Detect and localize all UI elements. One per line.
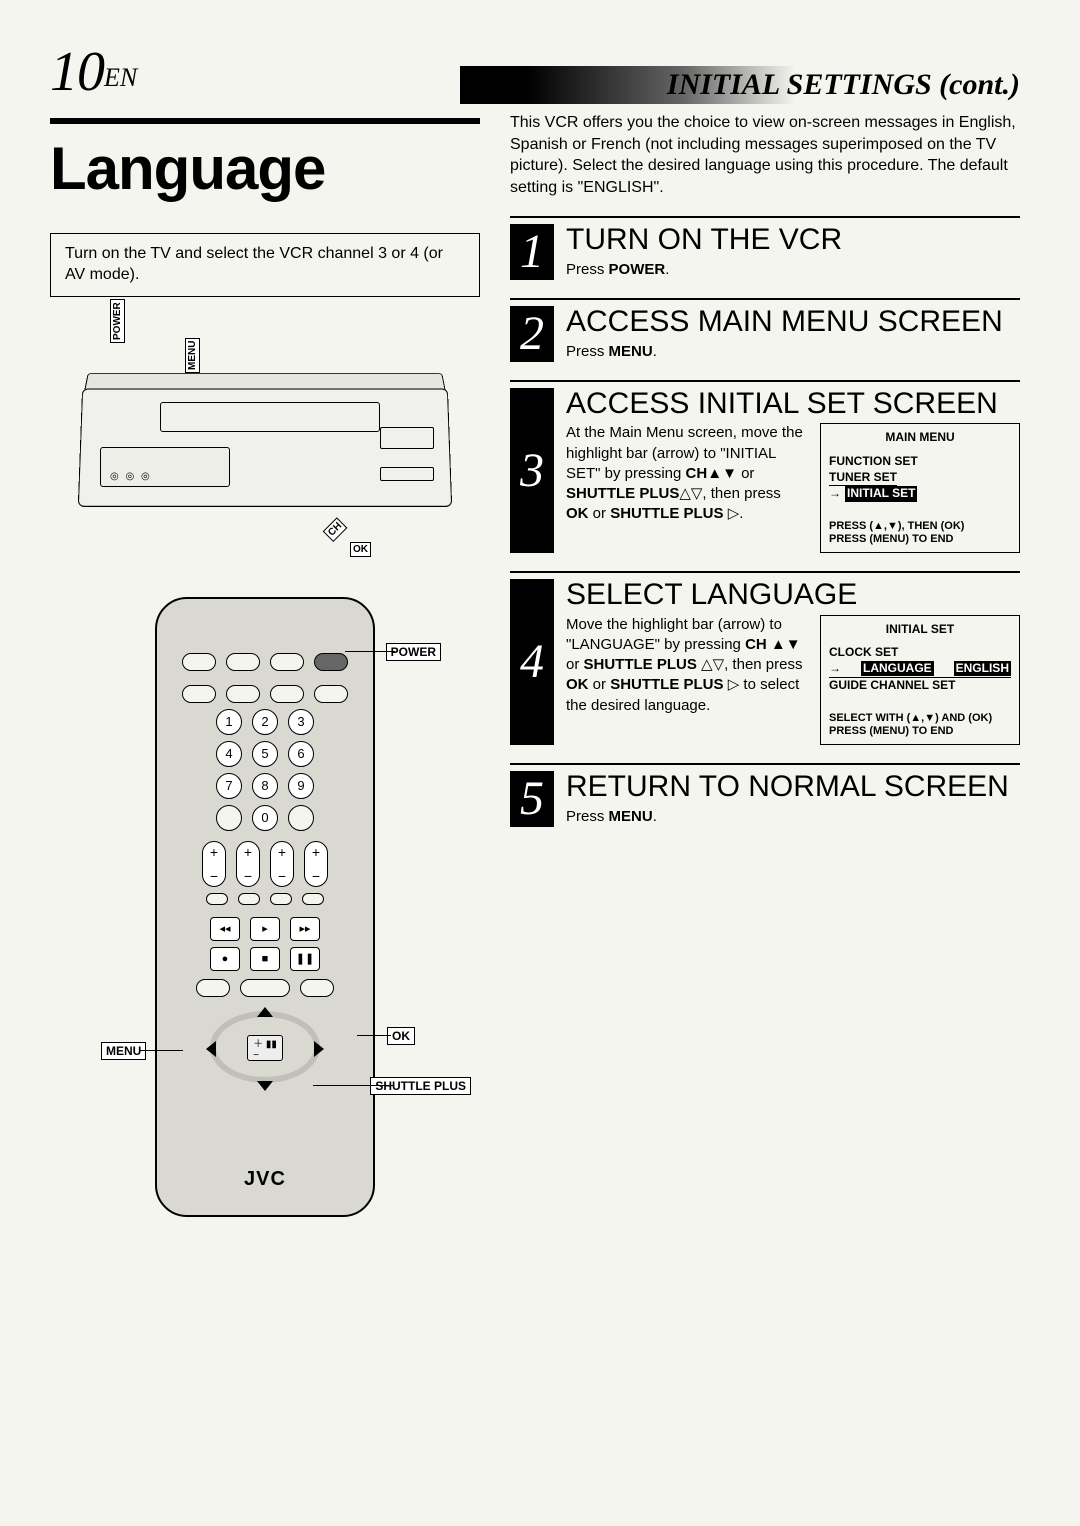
right-column: This VCR offers you the choice to view o…	[510, 112, 1020, 1217]
numpad-key-8: 8	[252, 773, 278, 799]
page-lang: EN	[104, 63, 137, 92]
step-1: 1 TURN ON THE VCR Press POWER.	[510, 216, 1020, 280]
remote-shuttle-dpad: ＋ ▮▮−	[210, 1003, 320, 1091]
section-title-text: INITIAL SETTINGS (cont.)	[667, 68, 1020, 101]
remote-illustration: 1234567890 +−+−+−+− ◂◂▸▸▸ ●■❚❚ ＋ ▮▮− JVC…	[145, 597, 385, 1217]
remote-brand: JVC	[145, 1168, 385, 1191]
numpad-key-2: 2	[252, 709, 278, 735]
step-2: 2 ACCESS MAIN MENU SCREEN Press MENU.	[510, 298, 1020, 362]
numpad-key-6: 6	[288, 741, 314, 767]
numpad-key-4: 4	[216, 741, 242, 767]
osd-main-menu: MAIN MENUFUNCTION SETTUNER SET→INITIAL S…	[820, 423, 1020, 553]
page-title: Language	[50, 134, 480, 203]
page-number: 10EN	[50, 40, 137, 104]
vcr-illustration: ◎ ◎ ◎ POWER MENU CH OK	[50, 327, 480, 567]
vcr-callout-menu: MENU	[185, 337, 200, 372]
section-title-banner: INITIAL SETTINGS (cont.)	[460, 66, 1020, 104]
numpad-key-5: 5	[252, 741, 278, 767]
remote-callout-ok: OK	[387, 1027, 415, 1045]
numpad-key-blank	[288, 805, 314, 831]
vcr-callout-ok: OK	[350, 542, 371, 557]
step-3: 3 ACCESS INITIAL SET SCREEN At the Main …	[510, 380, 1020, 553]
vcr-callout-ch: CH	[323, 517, 348, 542]
numpad-key-7: 7	[216, 773, 242, 799]
tv-instruction-box: Turn on the TV and select the VCR channe…	[50, 233, 480, 297]
steps-list: 1 TURN ON THE VCR Press POWER. 2 ACCESS …	[510, 216, 1020, 827]
remote-numpad: 123 456 7890	[167, 709, 363, 831]
remote-callout-power: POWER	[386, 643, 441, 661]
numpad-key-1: 1	[216, 709, 242, 735]
step-5: 5 RETURN TO NORMAL SCREEN Press MENU.	[510, 763, 1020, 827]
numpad-key-3: 3	[288, 709, 314, 735]
numpad-key-9: 9	[288, 773, 314, 799]
intro-paragraph: This VCR offers you the choice to view o…	[510, 112, 1020, 198]
step-4: 4 SELECT LANGUAGE Move the highlight bar…	[510, 571, 1020, 745]
page-number-value: 10	[50, 41, 104, 103]
vcr-callout-power: POWER	[110, 299, 125, 343]
remote-callout-menu: MENU	[101, 1042, 146, 1060]
title-rule	[50, 118, 480, 124]
osd-initial-set: INITIAL SETCLOCK SET→LANGUAGEENGLISHGUID…	[820, 615, 1020, 746]
remote-callout-shuttle: SHUTTLE PLUS	[370, 1077, 471, 1095]
numpad-key-0: 0	[252, 805, 278, 831]
page-header: 10EN INITIAL SETTINGS (cont.)	[50, 40, 1020, 104]
numpad-key-blank	[216, 805, 242, 831]
left-column: Language Turn on the TV and select the V…	[50, 112, 480, 1217]
